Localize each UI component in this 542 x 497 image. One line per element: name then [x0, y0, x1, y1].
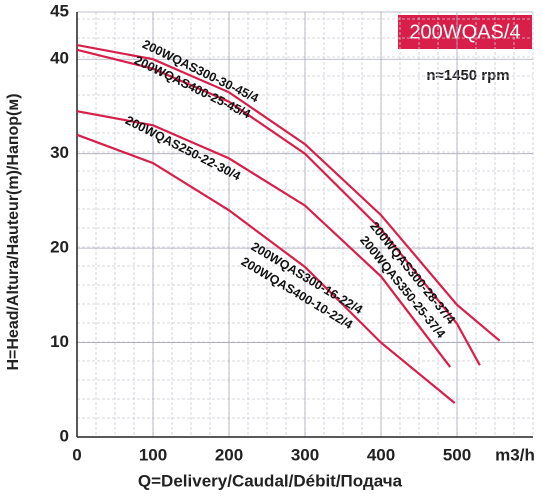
x-tick-label: 200	[215, 445, 243, 464]
subtitle: n≈1450 rpm	[426, 67, 509, 84]
x-axis-label: Q=Delivery/Caudal/Débit/Подача	[138, 471, 403, 490]
y-tick-label: 10	[50, 332, 69, 351]
x-tick-label: 300	[291, 445, 319, 464]
curve-label: 200WQAS250-22-30/4	[123, 113, 243, 183]
x-tick-label: 500	[443, 445, 471, 464]
curve	[76, 44, 501, 342]
title-box	[398, 15, 532, 49]
x-unit: m3/h	[495, 445, 535, 464]
chart-title: 200WQAS/4	[409, 21, 520, 43]
curve	[76, 133, 456, 404]
curve	[76, 48, 481, 366]
y-tick-label: 45	[50, 1, 69, 20]
y-axis-label: H=Head/Altura/Hauteur(m)/Напор(м)	[5, 93, 22, 370]
curve	[76, 110, 452, 368]
x-tick-label: 100	[139, 445, 167, 464]
x-tick-label: 400	[367, 445, 395, 464]
y-tick-label: 40	[50, 49, 69, 68]
y-tick-label: 20	[50, 238, 69, 257]
y-tick-label: 30	[50, 143, 69, 162]
x-tick-label: 0	[72, 445, 81, 464]
y-tick-label: 0	[60, 426, 69, 445]
